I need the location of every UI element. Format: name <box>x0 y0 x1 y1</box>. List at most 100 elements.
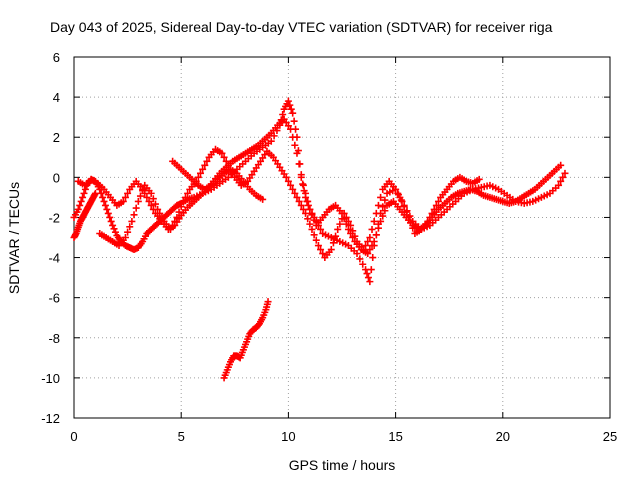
data-point <box>171 217 179 225</box>
data-point <box>555 181 563 189</box>
data-point <box>291 141 299 149</box>
data-point <box>426 213 434 221</box>
data-point <box>394 189 402 197</box>
y-axis-label: SDTVAR / TECUs <box>6 182 22 294</box>
data-point <box>557 161 565 169</box>
data-point <box>136 192 144 200</box>
x-axis-label: GPS time / hours <box>289 457 396 473</box>
data-point <box>173 213 181 221</box>
data-point <box>128 217 136 225</box>
data-point <box>398 197 406 205</box>
data-point <box>304 197 312 205</box>
data-points <box>70 97 569 382</box>
data-point <box>130 211 138 219</box>
data-point <box>293 193 301 201</box>
data-point <box>110 225 118 233</box>
data-point <box>166 225 174 233</box>
data-point <box>377 193 385 201</box>
data-point <box>329 239 337 247</box>
data-point <box>338 215 346 223</box>
data-point <box>154 205 162 213</box>
data-point <box>351 232 359 240</box>
data-point <box>310 216 318 224</box>
data-point <box>297 201 305 209</box>
data-point <box>306 205 314 213</box>
data-point <box>284 97 292 105</box>
chart-title: Day 043 of 2025, Sidereal Day-to-day VTE… <box>50 19 553 35</box>
data-point <box>356 255 364 263</box>
data-point <box>381 207 389 215</box>
data-point <box>364 238 372 246</box>
data-point <box>370 217 378 225</box>
series-track-d <box>96 145 483 262</box>
data-point <box>203 157 211 165</box>
data-point <box>353 250 361 258</box>
data-point <box>366 234 374 241</box>
data-point <box>147 189 155 197</box>
y-tick-label: -8 <box>48 331 60 346</box>
data-point <box>101 201 109 209</box>
data-point <box>126 223 134 231</box>
data-point <box>306 220 314 228</box>
series-track-f <box>220 298 272 382</box>
data-point <box>158 213 166 221</box>
data-point <box>106 213 114 221</box>
data-point <box>279 110 287 118</box>
data-point <box>184 189 192 197</box>
data-point <box>267 137 275 145</box>
data-point <box>424 217 432 225</box>
data-point <box>199 165 207 173</box>
y-tick-label: -10 <box>41 371 60 386</box>
y-tick-label: 6 <box>53 50 60 65</box>
data-point <box>145 197 153 205</box>
data-point <box>308 225 316 233</box>
data-point <box>169 221 177 229</box>
data-point <box>344 217 352 225</box>
data-point <box>302 209 310 217</box>
data-point <box>406 212 414 220</box>
data-point <box>77 197 85 205</box>
data-point <box>362 242 370 250</box>
data-point <box>287 125 295 133</box>
y-tick-label: 2 <box>53 130 60 145</box>
series-track-e <box>169 157 267 203</box>
data-point <box>103 205 111 213</box>
data-point <box>364 250 372 258</box>
data-point <box>363 270 371 278</box>
data-point <box>139 187 147 195</box>
series-track-a <box>70 189 99 241</box>
data-point <box>295 197 303 205</box>
x-tick-label: 25 <box>603 429 617 444</box>
data-point <box>334 225 342 233</box>
data-point <box>407 219 415 227</box>
data-point <box>74 205 82 213</box>
data-point <box>347 221 355 229</box>
data-point <box>109 221 117 229</box>
data-point <box>379 212 387 220</box>
data-point <box>396 193 404 201</box>
data-point <box>344 225 352 233</box>
data-point <box>289 185 297 193</box>
data-point <box>402 208 410 216</box>
data-point <box>364 274 372 282</box>
data-point <box>366 278 374 286</box>
data-point <box>304 215 312 223</box>
data-point <box>181 193 189 201</box>
data-point <box>342 213 350 221</box>
data-point <box>559 173 567 181</box>
data-point <box>349 227 357 235</box>
data-point <box>299 181 307 189</box>
data-point <box>400 203 408 211</box>
data-point <box>434 197 442 205</box>
y-tick-label: 0 <box>53 170 60 185</box>
data-point <box>319 250 327 258</box>
data-point <box>475 175 483 183</box>
data-point <box>557 177 565 185</box>
y-tick-label: 4 <box>53 90 60 105</box>
axis-ticks: 0 5 10 15 20 25 -12 -10 -8 -6 -4 -2 0 2 4 6 <box>41 50 617 444</box>
data-point <box>149 195 157 203</box>
data-point <box>340 209 348 217</box>
data-point <box>132 204 140 212</box>
data-point <box>287 181 295 189</box>
data-point <box>379 203 387 211</box>
